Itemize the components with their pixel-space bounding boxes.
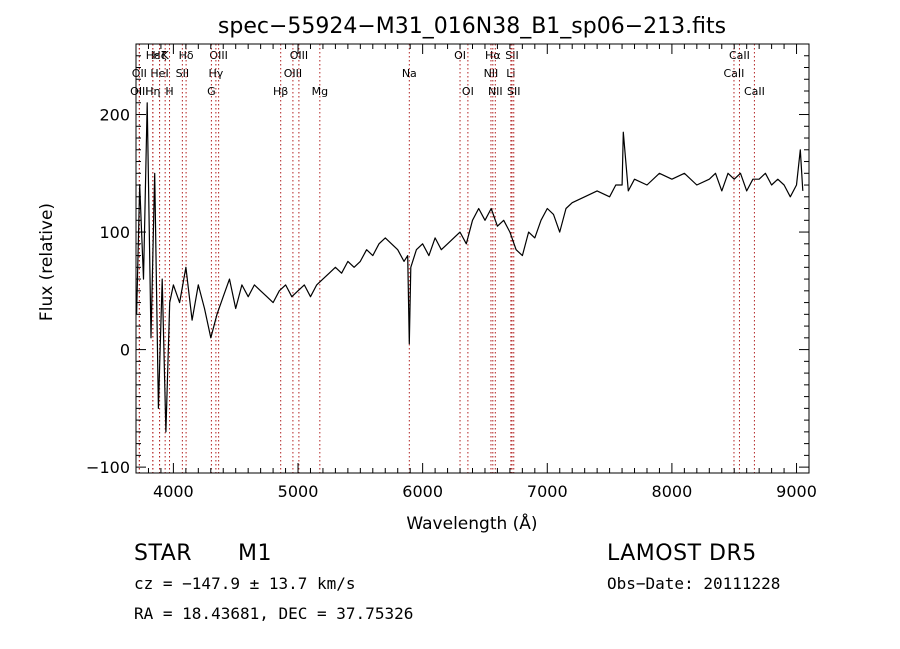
line-label-11: Hγ (208, 67, 223, 80)
object-subclass: M1 (238, 541, 272, 566)
x-axis-label: Wavelength (Å) (406, 512, 537, 534)
line-label-25: SII (507, 85, 520, 98)
x-tick-label: 5000 (278, 482, 319, 501)
y-tick-label: −100 (86, 458, 130, 477)
x-tick-label: 4000 (153, 482, 194, 501)
line-label-3: Hζ (152, 49, 166, 62)
spectrum-line (136, 102, 804, 433)
y-axis-label: Flux (relative) (37, 203, 57, 321)
observation-date: Obs−Date: 20111228 (607, 574, 781, 593)
line-label-20: Hα (485, 49, 501, 62)
line-label-14: OIII (290, 49, 308, 62)
y-tick-label: 0 (120, 341, 130, 360)
coordinates: RA = 18.43681, DEC = 37.75326 (134, 604, 414, 623)
line-label-21: NII (484, 67, 499, 80)
line-label-0: Hε (146, 49, 160, 62)
line-label-5: HeI (150, 67, 168, 80)
line-label-23: SII (505, 49, 518, 62)
line-label-18: OI (454, 49, 466, 62)
line-label-19: OI (462, 85, 474, 98)
line-label-6: Hη (145, 85, 160, 98)
line-label-27: CaII (724, 67, 745, 80)
line-label-8: SII (176, 67, 189, 80)
line-label-24: Li (506, 67, 515, 80)
line-label-22: NII (488, 85, 503, 98)
x-tick-label: 7000 (527, 482, 568, 501)
line-label-4: K (162, 49, 170, 62)
line-label-12: G (207, 85, 216, 98)
line-label-17: Na (402, 67, 417, 80)
line-label-16: Mg (312, 85, 328, 98)
y-tick-label: 100 (99, 223, 130, 242)
chart-title: spec−55924−M31_016N38_B1_sp06−213.fits (218, 14, 726, 39)
spectrum-series (136, 102, 804, 433)
line-label-28: CaII (744, 85, 765, 98)
x-tick-label: 9000 (776, 482, 817, 501)
object-type: STAR (134, 541, 193, 566)
line-label-7: H (165, 85, 173, 98)
survey-name: LAMOST DR5 (607, 541, 757, 566)
redshift-value: cz = −147.9 ± 13.7 km/s (134, 574, 356, 593)
line-label-13: Hβ (273, 85, 288, 98)
axis-ticks: 4000 5000 6000 7000 8000 9000 −100 0 100 200 (86, 44, 817, 501)
line-label-10: OIII (209, 49, 227, 62)
line-label-26: CaII (729, 49, 750, 62)
line-label-9: Hδ (179, 49, 194, 62)
y-tick-label: 200 (99, 106, 130, 125)
line-label-15: OIII (284, 67, 302, 80)
plot-frame (135, 43, 810, 474)
x-tick-label: 6000 (402, 482, 443, 501)
x-tick-label: 8000 (652, 482, 693, 501)
